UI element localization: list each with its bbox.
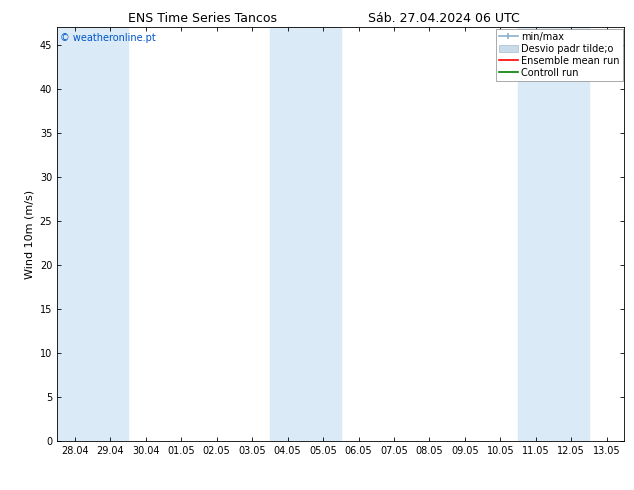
- Bar: [306, 27, 341, 441]
- Text: Sáb. 27.04.2024 06 UTC: Sáb. 27.04.2024 06 UTC: [368, 12, 520, 25]
- Bar: [518, 27, 553, 441]
- Bar: [553, 27, 589, 441]
- Y-axis label: Wind 10m (m/s): Wind 10m (m/s): [24, 190, 34, 278]
- Bar: [57, 27, 93, 441]
- Text: © weatheronline.pt: © weatheronline.pt: [60, 33, 156, 43]
- Bar: [93, 27, 128, 441]
- Legend: min/max, Desvio padr tilde;o, Ensemble mean run, Controll run: min/max, Desvio padr tilde;o, Ensemble m…: [496, 29, 623, 80]
- Text: ENS Time Series Tancos: ENS Time Series Tancos: [128, 12, 278, 25]
- Bar: [270, 27, 306, 441]
